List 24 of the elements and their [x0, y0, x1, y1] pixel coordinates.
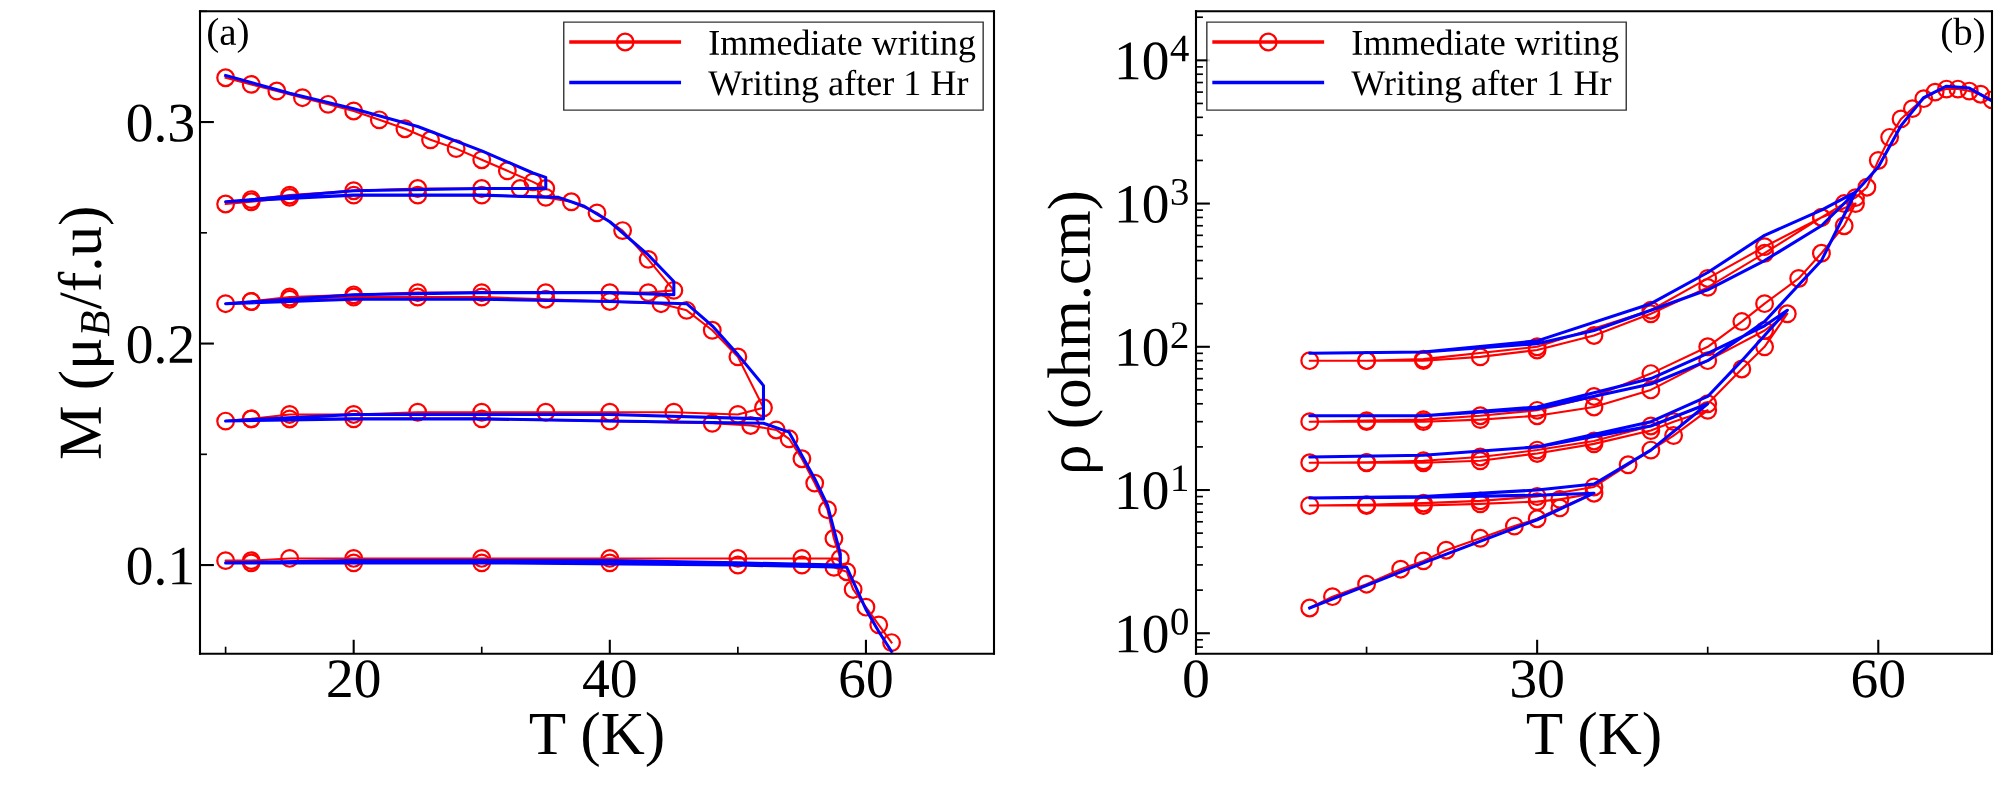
- x-tick-label: 0: [1184, 660, 1208, 698]
- y-tick-label: 0.2: [127, 325, 193, 364]
- annotation: (b): [1942, 17, 1984, 53]
- legend-label: Writing after 1 Hr: [708, 69, 969, 103]
- y-tick-label: 10$^{1}$: [1118, 465, 1188, 510]
- x-tick-label: 20: [328, 660, 380, 698]
- x-tick-label: 40: [583, 660, 636, 698]
- x-axis-title: T (K): [529, 711, 663, 768]
- x-axis-title: T (K): [1526, 711, 1660, 768]
- annotation: (a): [208, 17, 248, 53]
- y-tick-label: 10$^{2}$: [1118, 322, 1188, 367]
- legend-label: Writing after 1 Hr: [1351, 69, 1612, 103]
- y-tick-label: 10$^{3}$: [1118, 178, 1188, 224]
- y-tick-label: 0.3: [127, 104, 193, 143]
- y-axis-title: M (μ$_{B}$/f.u): [57, 208, 114, 459]
- x-tick-label: 30: [1512, 660, 1563, 698]
- y-tick-label: 10$^{0}$: [1118, 608, 1188, 653]
- x-tick-label: 60: [840, 660, 892, 698]
- y-tick-label: 10$^{4}$: [1118, 35, 1189, 80]
- legend-label: Immediate writing: [709, 29, 976, 63]
- y-axis-title: ρ (ohm.cm): [1047, 192, 1103, 472]
- legend-label: Immediate writing: [1352, 29, 1619, 63]
- y-tick-label: 0.1: [127, 547, 192, 586]
- x-tick-label: 60: [1852, 660, 1904, 698]
